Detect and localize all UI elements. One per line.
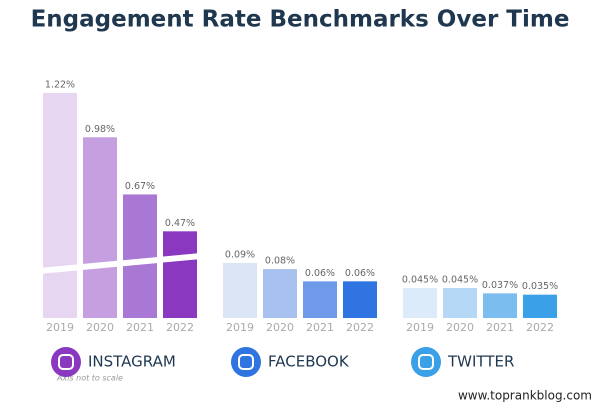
- bar: [403, 288, 437, 318]
- brand-name: INSTAGRAM: [88, 353, 176, 371]
- x-tick-label: 2021: [306, 321, 334, 334]
- value-label: 0.035%: [522, 281, 558, 292]
- bar: [443, 288, 477, 318]
- value-label: 0.09%: [225, 250, 255, 261]
- bar: [83, 137, 117, 318]
- x-tick-label: 2020: [446, 321, 474, 334]
- x-tick-label: 2019: [406, 321, 434, 334]
- value-label: 0.045%: [402, 275, 438, 286]
- brand-icon: [411, 347, 441, 377]
- x-tick-label: 2019: [226, 321, 254, 334]
- x-tick-label: 2022: [346, 321, 374, 334]
- x-tick-label: 2019: [46, 321, 74, 334]
- x-tick-label: 2022: [166, 321, 194, 334]
- x-tick-label: 2021: [126, 321, 154, 334]
- bar: [343, 281, 377, 318]
- axis-break: [39, 253, 201, 274]
- bar: [303, 281, 337, 318]
- brand-icon: [51, 347, 81, 377]
- note: Axis not to scale: [56, 374, 123, 383]
- chart-title: Engagement Rate Benchmarks Over Time: [31, 7, 570, 33]
- value-label: 0.06%: [305, 268, 335, 279]
- bar: [223, 263, 257, 318]
- bar: [523, 294, 557, 318]
- value-label: 0.045%: [442, 275, 478, 286]
- bar: [43, 93, 77, 318]
- value-label: 0.037%: [482, 280, 518, 291]
- value-label: 0.47%: [165, 218, 195, 229]
- value-label: 0.08%: [265, 256, 295, 267]
- value-label: 0.67%: [125, 181, 155, 192]
- x-tick-label: 2021: [486, 321, 514, 334]
- x-tick-label: 2020: [266, 321, 294, 334]
- brand-name: FACEBOOK: [268, 353, 350, 371]
- x-tick-label: 2020: [86, 321, 114, 334]
- brand-glyph: [418, 354, 434, 370]
- bar: [123, 194, 157, 318]
- value-label: 0.06%: [345, 268, 375, 279]
- value-label: 1.22%: [45, 80, 75, 91]
- brand-glyph: [238, 354, 254, 370]
- brand-icon: [231, 347, 261, 377]
- brand-glyph: [58, 354, 74, 370]
- x-tick-label: 2022: [526, 321, 554, 334]
- bar: [263, 269, 297, 318]
- bar: [483, 293, 517, 318]
- bar: [163, 231, 197, 318]
- source: www.toprankblog.com: [458, 389, 592, 403]
- brand-name: TWITTER: [447, 353, 514, 371]
- value-label: 0.98%: [85, 124, 115, 135]
